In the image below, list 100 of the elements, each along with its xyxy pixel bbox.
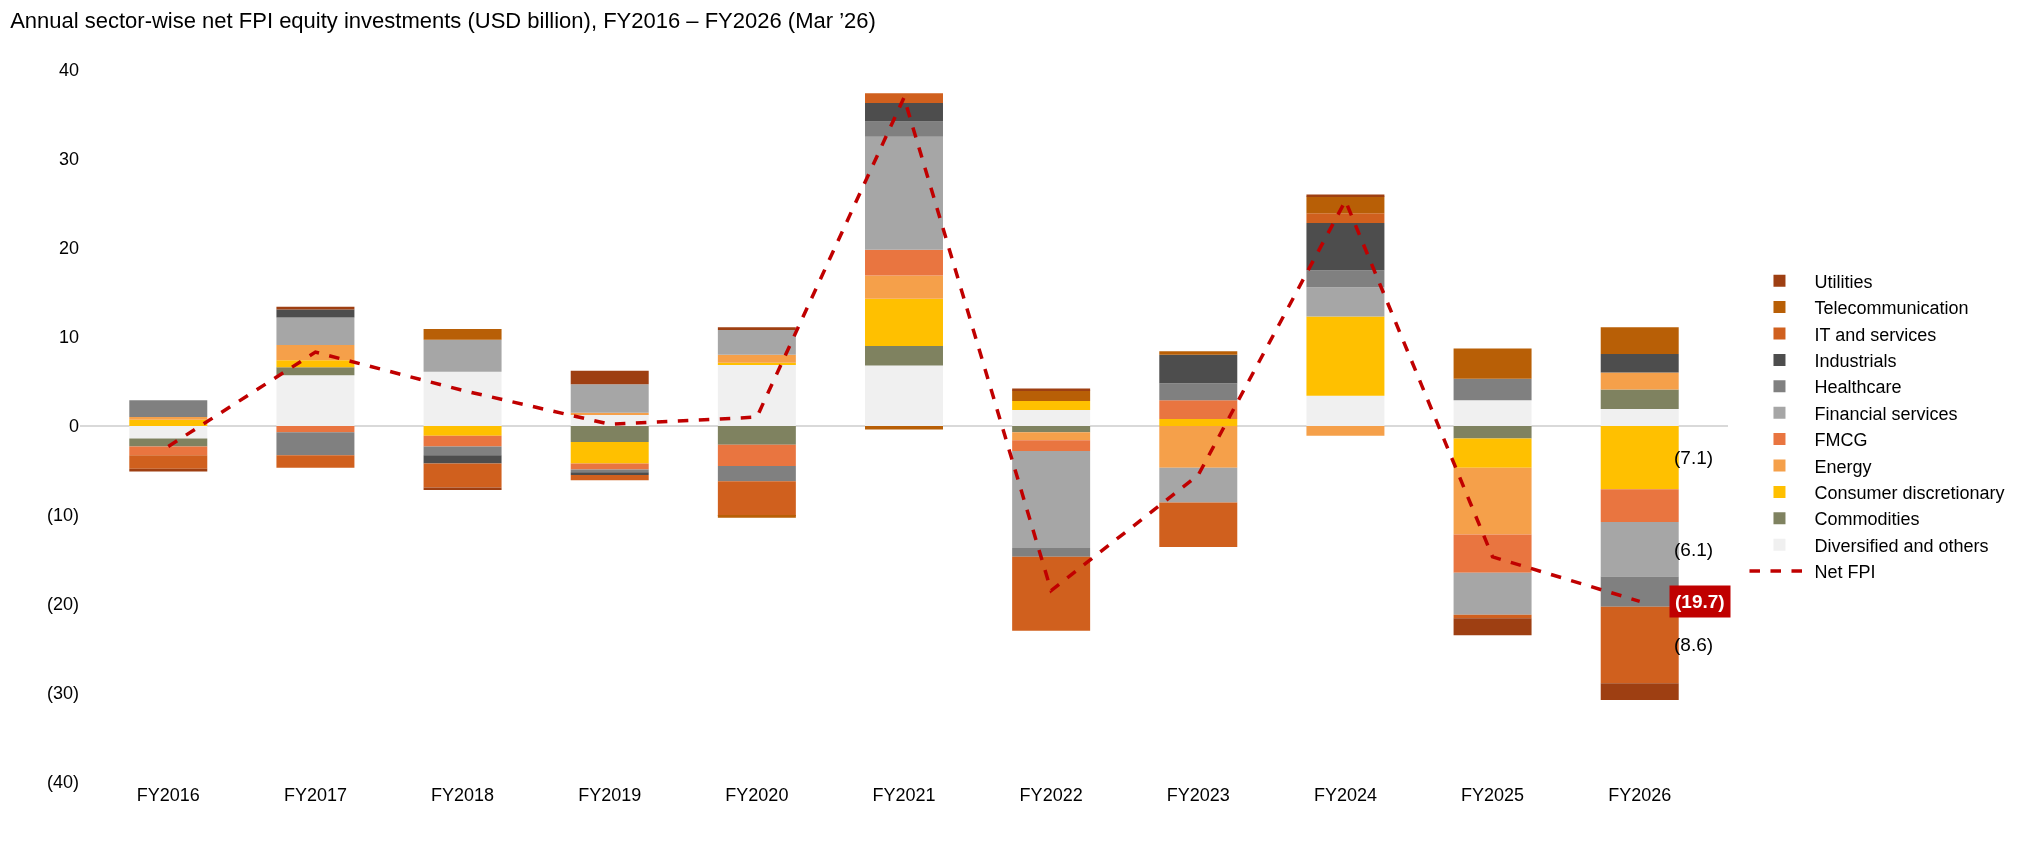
- bar: [276, 345, 355, 361]
- y-tick-label: 0: [68, 416, 79, 437]
- bar: [129, 455, 208, 469]
- bar: [865, 102, 943, 122]
- bar: [423, 328, 502, 340]
- bar: [717, 481, 796, 516]
- y-tick-label: (30): [46, 683, 79, 704]
- bar: [717, 329, 796, 355]
- bar: [423, 463, 502, 488]
- bar: [1306, 316, 1385, 396]
- y-tick-label: (40): [46, 772, 79, 793]
- bar: [717, 364, 796, 426]
- legend-label: Diversified and others: [1814, 535, 1989, 556]
- bar: [1159, 354, 1238, 384]
- bar: [276, 309, 355, 318]
- bar: [1600, 372, 1679, 390]
- line-series: [166, 95, 1642, 604]
- bar: [865, 136, 943, 250]
- bar: [423, 446, 502, 456]
- bar: [570, 384, 649, 413]
- bar: [276, 375, 355, 426]
- bar: [1159, 383, 1238, 401]
- bar: [423, 487, 502, 491]
- bar: [1159, 400, 1238, 419]
- legend-label: Net FPI: [1814, 562, 1876, 583]
- bar: [1453, 572, 1532, 615]
- bar: [276, 367, 355, 376]
- x-tick-label: FY2023: [1166, 785, 1230, 805]
- bar: [1012, 432, 1091, 441]
- y-tick-label: 30: [58, 149, 79, 170]
- legend-label: IT and services: [1814, 324, 1937, 345]
- bar: [1600, 409, 1679, 426]
- bar: [1159, 418, 1238, 426]
- bar: [865, 93, 943, 103]
- bar: [1012, 401, 1091, 410]
- bar: [1159, 502, 1238, 548]
- bar: [1453, 348, 1532, 379]
- bar: [1306, 287, 1385, 317]
- bar: [423, 371, 502, 426]
- bar: [1012, 547, 1091, 557]
- legend-label: FMCG: [1814, 430, 1868, 451]
- bar: [1012, 409, 1091, 426]
- x-tick-label: FY2021: [872, 785, 936, 805]
- bar: [1453, 534, 1532, 573]
- bar: [717, 466, 796, 482]
- legend-label: Financial services: [1814, 403, 1958, 424]
- bar: [717, 444, 796, 467]
- x-tick-label: FY2024: [1313, 785, 1377, 805]
- x-tick-label: FY2018: [431, 785, 495, 805]
- bar: [570, 463, 649, 470]
- bar: [1453, 426, 1532, 439]
- bar: [129, 426, 208, 439]
- bar: [865, 365, 943, 426]
- bar: [865, 426, 943, 430]
- legend-label: Healthcare: [1814, 377, 1902, 398]
- legend-label: Consumer discretionary: [1814, 482, 2005, 503]
- y-tick-label: 20: [58, 238, 79, 259]
- bar: [1453, 400, 1532, 426]
- bar: [570, 370, 649, 385]
- bar: [276, 455, 355, 468]
- bar: [1600, 489, 1679, 523]
- bar: [1600, 389, 1679, 410]
- bar: [1306, 426, 1385, 436]
- bar: [865, 275, 943, 299]
- bar: [1453, 438, 1532, 468]
- bar: [1012, 556, 1091, 631]
- x-tick-label: FY2022: [1019, 785, 1083, 805]
- legend-label: Commodities: [1814, 509, 1920, 530]
- bar: [1306, 196, 1385, 214]
- legend-label: Telecommunication: [1814, 298, 1969, 319]
- y-tick-label: 10: [58, 327, 79, 348]
- bar: [1306, 213, 1385, 224]
- bar: [423, 339, 502, 372]
- bar: [717, 362, 796, 365]
- x-tick-label: FY2026: [1608, 785, 1672, 805]
- bar: [1159, 467, 1238, 503]
- bar: [570, 426, 649, 443]
- legend-label: Energy: [1814, 456, 1872, 477]
- bar: [717, 426, 796, 445]
- bar: [1600, 683, 1679, 701]
- x-tick-label: FY2025: [1461, 785, 1525, 805]
- data-label: (19.7): [1675, 591, 1725, 612]
- bar: [129, 417, 208, 420]
- bar: [1600, 327, 1679, 354]
- bar: [423, 455, 502, 464]
- y-tick-label: 40: [58, 60, 79, 81]
- bar: [129, 446, 208, 456]
- bar: [1306, 270, 1385, 288]
- bar: [129, 400, 208, 418]
- bar: [717, 327, 796, 330]
- bar: [276, 317, 355, 346]
- bar: [276, 432, 355, 456]
- bar: [1453, 467, 1532, 535]
- legend-label: Industrials: [1814, 350, 1897, 371]
- bar: [129, 419, 208, 426]
- bar: [423, 435, 502, 447]
- y-tick-label: (10): [46, 505, 79, 526]
- bar: [1453, 378, 1532, 401]
- bar: [276, 426, 355, 433]
- x-tick-label: FY2020: [725, 785, 789, 805]
